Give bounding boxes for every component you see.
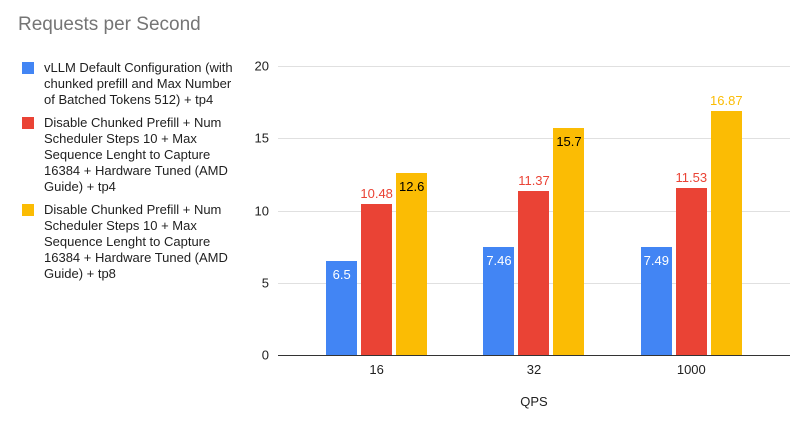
chart-title: Requests per Second: [18, 14, 201, 35]
bar-series-1: 7.46: [483, 247, 515, 355]
bar-groups: 6.5 10.48 12.6 16 7.46 11.37 15.7 32 7.49 11.53 16…: [278, 66, 790, 377]
legend-swatch-icon: [22, 62, 34, 74]
y-tick-label: 0: [261, 347, 269, 363]
bar-value-label: 11.37: [518, 172, 550, 188]
legend-item-label: Disable Chunked Prefill + Num Scheduler …: [44, 202, 228, 281]
plot-area: 6.5 10.48 12.6 16 7.46 11.37 15.7 32 7.49 11.53 16…: [255, 59, 790, 377]
bar-series-2: 11.37: [518, 173, 550, 355]
bar-group: 7.49 11.53 16.87 1000: [640, 93, 743, 377]
bar-value-label: 15.7: [556, 134, 582, 150]
y-tick-label: 5: [261, 275, 269, 291]
legend-item-3: Disable Chunked Prefill + Num Scheduler …: [22, 202, 240, 282]
legend-item-label: vLLM Default Configuration (with chunked…: [44, 60, 233, 107]
y-tick-label: 15: [254, 130, 269, 146]
legend-item-2: Disable Chunked Prefill + Num Scheduler …: [22, 115, 240, 195]
bar-series-3: 16.87: [710, 93, 743, 355]
bar-value-label: 6.5: [332, 267, 351, 283]
bar-value-label: 16.87: [710, 93, 743, 109]
bar-group: 7.46 11.37 15.7 32: [483, 128, 585, 377]
gridline: [278, 138, 790, 140]
bar-series-2: 11.53: [676, 170, 707, 355]
bar-value-label: 12.6: [399, 178, 425, 194]
bar-value-label: 10.48: [360, 185, 393, 201]
legend-item-label: Disable Chunked Prefill + Num Scheduler …: [44, 115, 228, 194]
bar-series-3: 15.7: [553, 128, 585, 355]
y-tick-label: 10: [254, 203, 269, 218]
bar-value-label: 11.53: [675, 170, 708, 186]
x-axis-title: QPS: [520, 394, 548, 409]
legend: vLLM Default Configuration (with chunked…: [22, 60, 240, 282]
bar-series-2: 10.48: [360, 186, 393, 355]
bar-series-1: 6.5: [326, 261, 358, 355]
bar-value-label: 7.46: [486, 253, 512, 269]
x-category-label: 16: [369, 362, 384, 377]
legend-item-1: vLLM Default Configuration (with chunked…: [22, 60, 240, 108]
bar-value-label: 7.49: [643, 252, 669, 268]
y-tick-label: 20: [254, 58, 269, 74]
bar-series-1: 7.49: [640, 246, 672, 355]
bar-series-3: 12.6: [396, 172, 428, 355]
bar-group: 6.5 10.48 12.6 16: [326, 172, 428, 377]
legend-swatch-icon: [22, 204, 34, 216]
x-category-label: 32: [526, 362, 542, 377]
gridline: [278, 66, 790, 67]
x-axis-baseline: [278, 355, 790, 356]
x-category-label: 1000: [676, 362, 706, 377]
legend-swatch-icon: [22, 117, 34, 129]
